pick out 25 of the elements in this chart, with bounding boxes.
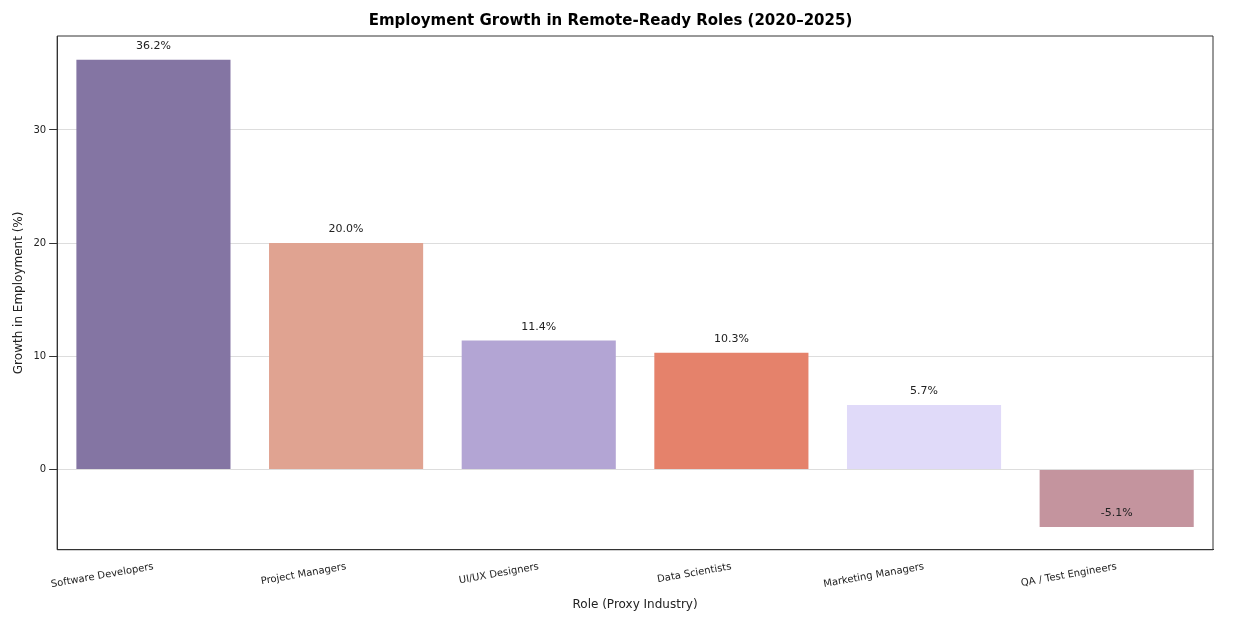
y-tick-label: 20 — [33, 236, 47, 248]
bar — [76, 59, 231, 469]
y-tick-label: 10 — [33, 349, 47, 361]
bar — [654, 352, 809, 469]
bar — [269, 243, 424, 469]
bar — [461, 340, 616, 469]
y-tick-label: 0 — [39, 462, 47, 474]
y-axis-title: Growth in Employment (%) — [11, 211, 26, 375]
x-tick-label: Marketing Managers — [822, 560, 925, 589]
bar — [846, 404, 1002, 469]
x-tick-label: Data Scientists — [656, 560, 733, 585]
chart-title: Employment Growth in Remote-Ready Roles (2020–2025) — [368, 10, 853, 29]
x-tick-label: Software Developers — [50, 560, 155, 590]
x-axis-title: Role (Proxy Industry) — [572, 596, 698, 611]
y-tick-label: 30 — [33, 123, 47, 135]
data-label: 20.0% — [328, 222, 364, 236]
x-tick-label: QA / Test Engineers — [1019, 560, 1118, 589]
data-label: 10.3% — [713, 332, 749, 346]
data-label: -5.1% — [1100, 506, 1133, 520]
x-tick-label: UI/UX Designers — [457, 560, 540, 586]
data-label: 5.7% — [910, 384, 939, 398]
bar — [1039, 469, 1194, 528]
data-label: 36.2% — [135, 39, 171, 53]
x-tick-label: Project Managers — [259, 560, 347, 587]
data-label: 11.4% — [521, 319, 557, 333]
